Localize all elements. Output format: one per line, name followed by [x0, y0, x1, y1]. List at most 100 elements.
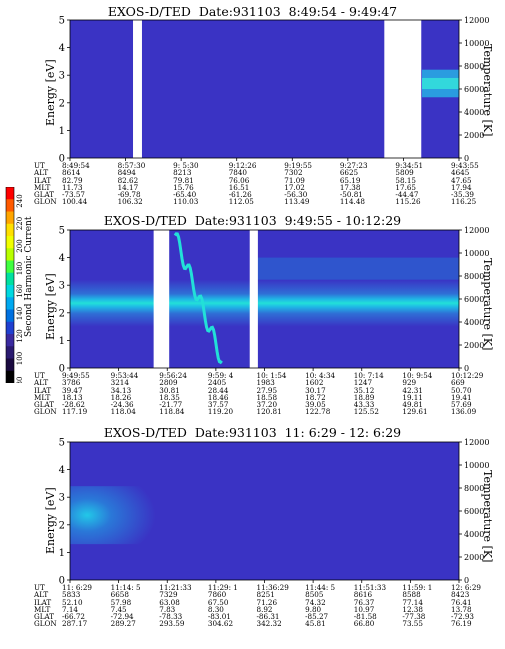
- table-cell: -78.33: [159, 612, 183, 622]
- data-gap: [133, 20, 142, 158]
- table-cell: 52.10: [62, 597, 83, 607]
- table-cell: 28.44: [207, 385, 229, 395]
- table-cell: 110.03: [173, 197, 199, 207]
- y-tick-label-right: 6000: [464, 507, 484, 516]
- table-cell: 11:59: 1: [402, 583, 433, 592]
- y-tick-label: 4: [59, 253, 65, 264]
- table-cell: 11:14: 5: [110, 583, 141, 592]
- table-cell: 9:43:55: [451, 161, 479, 170]
- table-cell: 7302: [284, 168, 303, 178]
- table-cell: 304.62: [207, 619, 234, 629]
- table-row: ALT 3786 3214 2809 2405 1983 1602 1247 929 669: [0, 378, 505, 388]
- panel-1-title: EXOS-D/TED Date:931103 8:49:54 - 9:49:47: [107, 4, 398, 19]
- table-cell: 63.08: [159, 597, 180, 607]
- panel-2-title: EXOS-D/TED Date:931103 9:49:55 - 10:12:2…: [103, 213, 402, 228]
- table-cell: -83.01: [207, 612, 231, 622]
- y-tick-label: 4: [59, 43, 65, 54]
- table-row: ALT 8614 8494 8213 7840 7302 6625 5809 4645: [0, 168, 505, 178]
- colorbar-swatch: [6, 358, 14, 372]
- table-cell: 929: [402, 378, 417, 388]
- table-cell: 9:59: 4: [207, 371, 234, 380]
- table-row: ILAT 52.10 57.98 63.08 67.50 71.26 74.32 76.37 7…: [0, 597, 505, 607]
- data-gap: [153, 230, 170, 368]
- table-cell: 116.25: [451, 197, 477, 207]
- panel-1-orbit-table: UT 8:49:54 8:57:30 9: 5:30 9:12:26 9:19:55 9:2…: [0, 162, 505, 206]
- panel-3-spectrogram: 0 1 2 3 4 5 0 2000 4000 6000 8000 10000 12000: [59, 438, 490, 587]
- table-cell: 669: [451, 378, 465, 388]
- table-cell: -21.77: [159, 400, 183, 410]
- table-cell: 2405: [207, 378, 227, 388]
- table-cell: 8423: [451, 590, 470, 600]
- table-cell: 37.20: [256, 400, 278, 410]
- colorbar-swatch: [6, 309, 14, 323]
- table-cell: 11:51:33: [353, 583, 387, 592]
- table-cell: 8614: [62, 168, 81, 178]
- table-cell: -24.36: [110, 400, 134, 410]
- row-label: GLAT: [34, 190, 55, 200]
- table-cell: 77.14: [402, 597, 423, 607]
- y-tick-label-right: 4000: [464, 530, 484, 539]
- y-tick-label: 0: [59, 364, 65, 375]
- y-tick-label-right: 0: [464, 576, 469, 585]
- table-cell: 30.17: [305, 385, 326, 395]
- row-label: GLON: [34, 619, 57, 629]
- table-row: UT 8:49:54 8:57:30 9: 5:30 9:12:26 9:19:55 9:2…: [0, 161, 505, 170]
- panel-1-spectrogram: 0 1 2 3 4 5 0 2000 4000 6000 8000 10000 12000: [59, 16, 490, 165]
- table-cell: -65.40: [173, 190, 197, 200]
- y-tick-label-right: 6000: [464, 295, 484, 304]
- table-cell: 125.52: [353, 407, 379, 417]
- table-cell: 17.02: [284, 182, 305, 192]
- table-cell: 30.81: [159, 385, 180, 395]
- table-row: GLON 117.19 118.04 118.84 119.20 120.81 122.78…: [0, 407, 505, 417]
- table-cell: 113.49: [284, 197, 310, 207]
- table-cell: -50.81: [339, 190, 363, 200]
- y-tick-label: 4: [59, 465, 65, 476]
- panel-2: EXOS-D/TED Date:931103 9:49:55 - 10:12:2…: [0, 212, 505, 424]
- table-cell: 47.65: [451, 175, 472, 185]
- table-cell: 1983: [256, 378, 275, 388]
- table-cell: 9:34:51: [395, 161, 424, 170]
- table-cell: -81.58: [353, 612, 377, 622]
- row-label: MLT: [34, 392, 51, 402]
- table-cell: 8251: [256, 590, 275, 600]
- colorbar-tick-label: 80: [16, 377, 24, 383]
- table-cell: 11:29: 1: [207, 583, 238, 592]
- table-row: MLT 18.13 18.26 18.35 18.46 18.58 18.72 18.89 19…: [0, 392, 505, 402]
- table-cell: 342.32: [256, 619, 282, 629]
- panel-3: EXOS-D/TED Date:931103 11: 6:29 - 12: 6:…: [0, 424, 505, 649]
- y-tick-label: 5: [59, 226, 65, 237]
- table-cell: 289.27: [110, 619, 136, 629]
- colorbar-swatch: [6, 248, 14, 261]
- table-cell: 15.76: [173, 182, 194, 192]
- colorbar: 240 220 200 180 160 140 120 100 80 Second Harmon…: [2, 187, 34, 383]
- table-cell: -56.30: [284, 190, 308, 200]
- table-cell: 9:49:55: [62, 371, 90, 380]
- table-cell: 18.46: [207, 392, 229, 402]
- table-cell: 8494: [117, 168, 136, 178]
- table-cell: 8505: [305, 590, 324, 600]
- table-cell: 43.33: [353, 400, 375, 410]
- colorbar-tick-label: 220: [16, 217, 24, 230]
- colorbar-swatch: [6, 236, 14, 249]
- row-label: GLON: [34, 407, 57, 417]
- table-cell: 76.06: [228, 175, 250, 185]
- data-gap: [249, 230, 258, 368]
- table-row: GLAT -66.72 -72.94 -78.33 -83.01 -86.31 -85.27…: [0, 612, 505, 622]
- table-cell: 8213: [173, 168, 192, 178]
- table-cell: 76.41: [451, 597, 472, 607]
- plasma-band: [70, 279, 459, 327]
- row-label: UT: [34, 161, 45, 170]
- table-cell: 11: 6:29: [62, 583, 92, 592]
- table-cell: 10: 9:54: [402, 371, 433, 380]
- table-cell: 65.19: [339, 175, 361, 185]
- table-row: GLON 287.17 289.27 293.59 304.62 342.32 45.81 6…: [0, 619, 505, 629]
- y-tick-label-right: 10000: [464, 461, 489, 470]
- table-cell: 9.80: [305, 604, 322, 614]
- y-tick-label-right: 8000: [464, 62, 484, 71]
- colorbar-tick-label: 240: [16, 194, 24, 207]
- row-label: GLAT: [34, 612, 55, 622]
- colorbar-swatch: [6, 370, 14, 383]
- table-cell: 120.81: [256, 407, 282, 417]
- table-cell: -69.78: [117, 190, 141, 200]
- row-label: MLT: [34, 604, 51, 614]
